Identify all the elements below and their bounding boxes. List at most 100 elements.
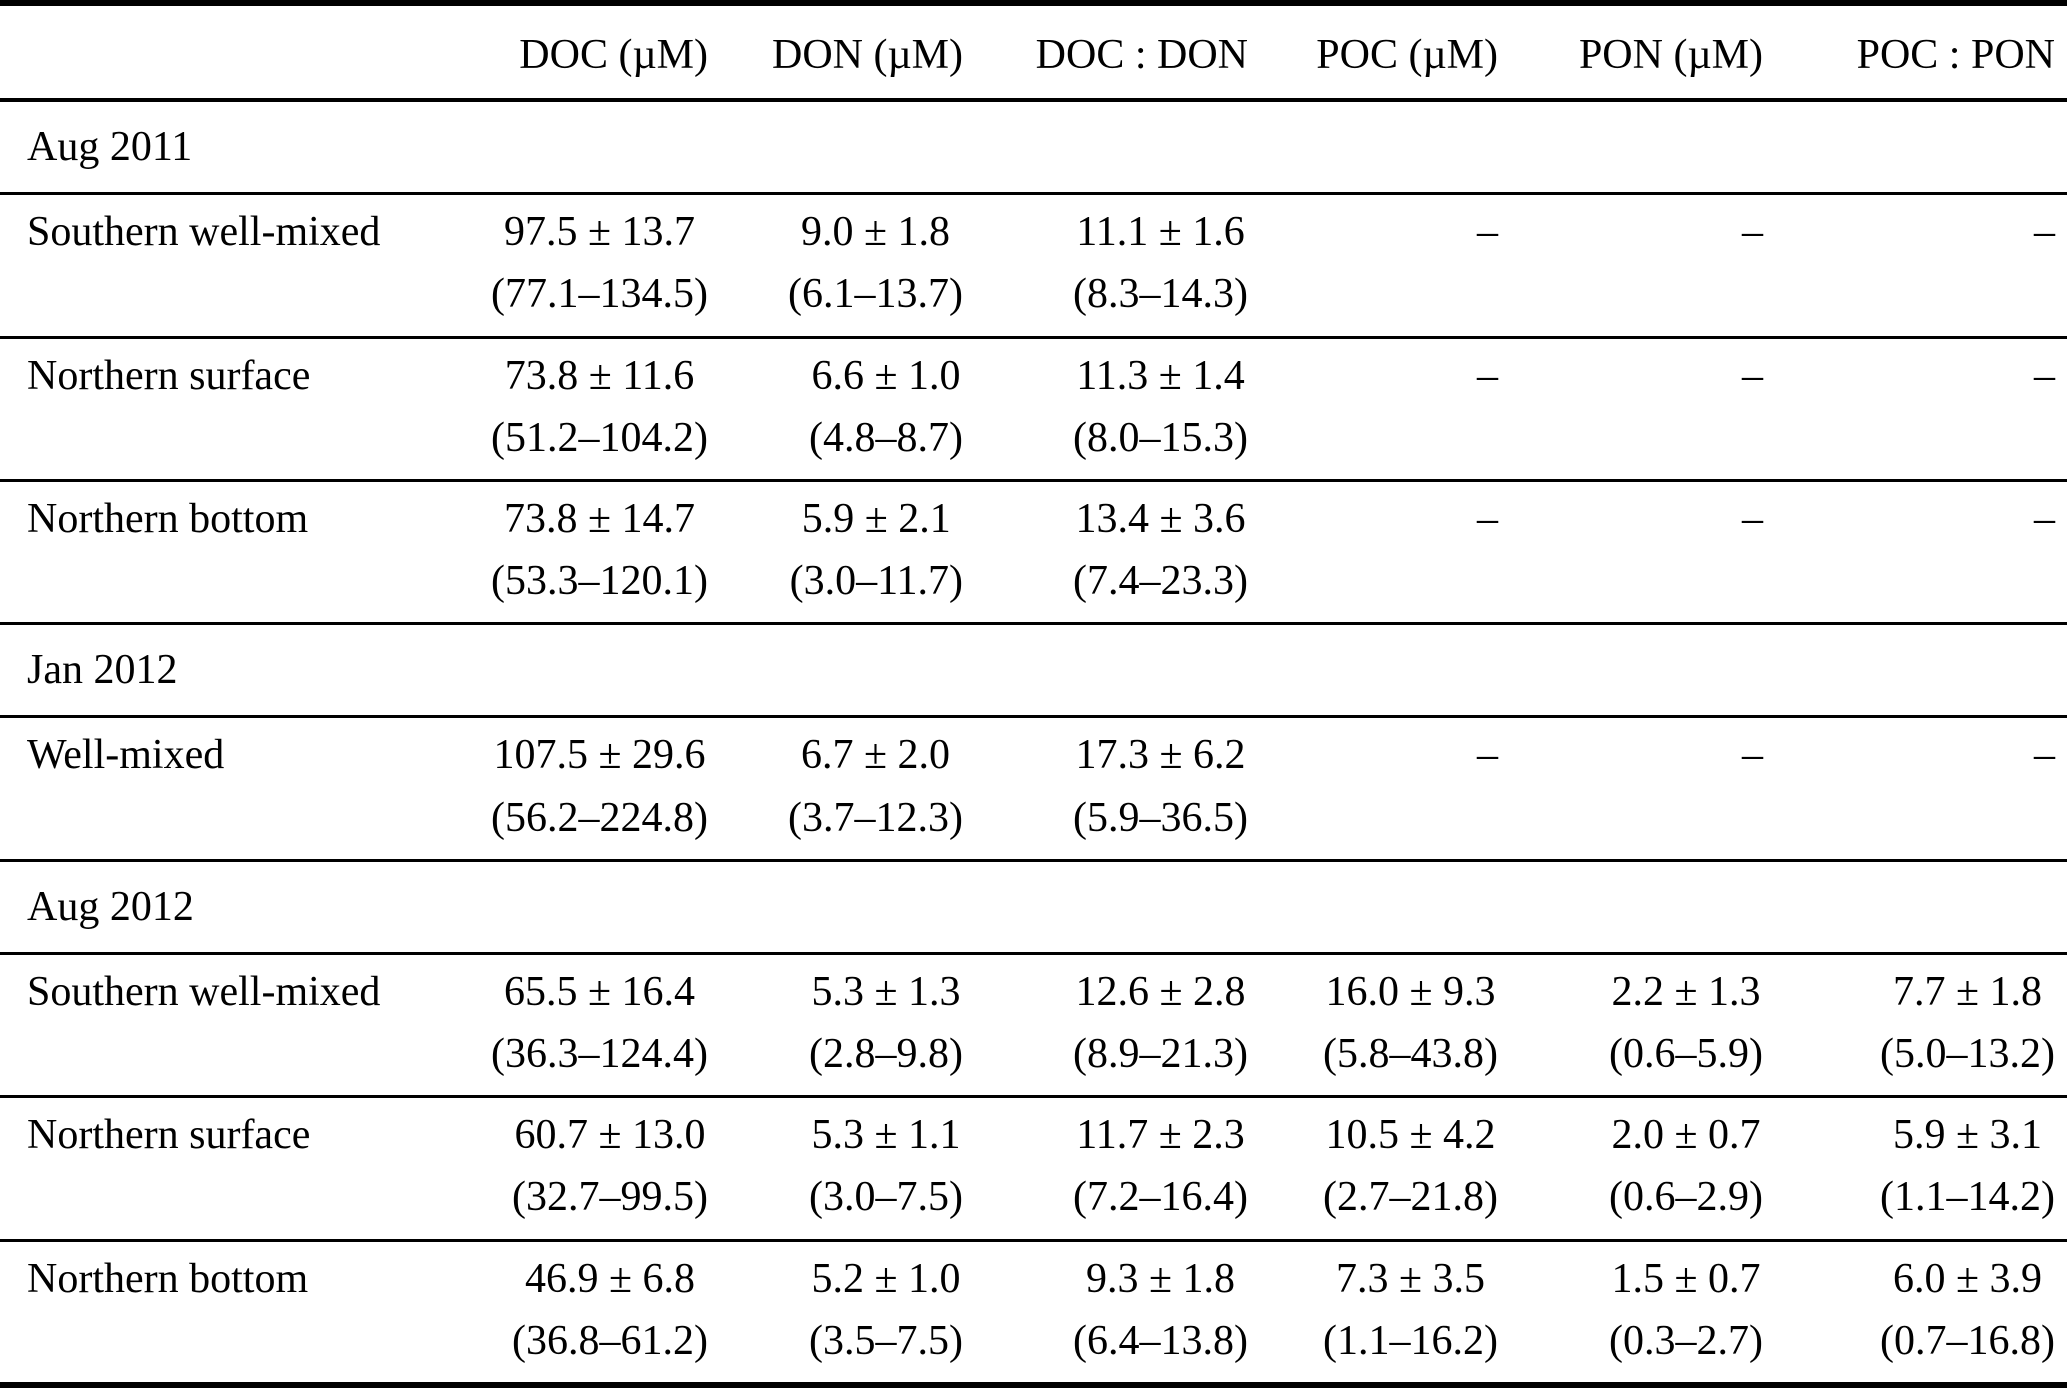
cell-doc: 65.5 ± 16.4 (36.3–124.4): [455, 953, 720, 1099]
cell-value: 5.2 ± 1.0: [811, 1255, 961, 1302]
cell-pon: 2.0 ± 0.7 (0.6–2.9): [1510, 1096, 1775, 1242]
group-row-jan-2012: Jan 2012: [0, 623, 2067, 719]
cell-value: –: [2034, 209, 2055, 256]
cell-value: 7.7 ± 1.8: [1892, 968, 2043, 1015]
row-label: Well-mixed: [0, 716, 455, 862]
cell-doc: 46.9 ± 6.8 (36.8–61.2): [455, 1240, 720, 1387]
cell-value: –: [2034, 352, 2055, 399]
col-header-doc-don: DOC : DON: [975, 3, 1260, 103]
cell-range: (2.7–21.8): [1323, 1174, 1498, 1221]
cell-range: (77.1–134.5): [491, 271, 708, 318]
cell-value: 107.5 ± 29.6: [493, 732, 706, 779]
row-label: Northern bottom: [0, 480, 455, 626]
cell-pon: –: [1510, 716, 1775, 862]
table-row: Southern well-mixed 97.5 ± 13.7 (77.1–134…: [0, 193, 2067, 339]
cell-value: –: [1477, 495, 1498, 542]
cell-value: –: [1742, 352, 1763, 399]
table-row: Northern surface 60.7 ± 13.0 (32.7–99.5) …: [0, 1096, 2067, 1242]
cell-poc-pon: –: [1775, 480, 2067, 626]
cell-pon: 2.2 ± 1.3 (0.6–5.9): [1510, 953, 1775, 1099]
cell-value: 11.7 ± 2.3: [1076, 1112, 1245, 1159]
table-row: Well-mixed 107.5 ± 29.6 (56.2–224.8) 6.7 …: [0, 716, 2067, 862]
cell-poc-pon: 7.7 ± 1.8 (5.0–13.2): [1775, 953, 2067, 1099]
cell-value: 5.3 ± 1.1: [811, 1112, 961, 1159]
table-row: Northern bottom 46.9 ± 6.8 (36.8–61.2) 5.…: [0, 1240, 2067, 1387]
cell-value: 9.3 ± 1.8: [1085, 1255, 1236, 1302]
header-row: DOC (µM) DON (µM) DOC : DON POC (µM) PON…: [0, 3, 2067, 103]
cell-doc: 107.5 ± 29.6 (56.2–224.8): [455, 716, 720, 862]
cell-range: (3.5–7.5): [809, 1317, 963, 1364]
cell-doc: 73.8 ± 11.6 (51.2–104.2): [455, 337, 720, 482]
cell-poc: –: [1260, 480, 1510, 626]
cell-don: 5.2 ± 1.0 (3.5–7.5): [720, 1240, 975, 1387]
cell-value: –: [2034, 495, 2055, 542]
cell-range: (2.8–9.8): [809, 1031, 963, 1078]
cell-poc: 7.3 ± 3.5 (1.1–16.2): [1260, 1240, 1510, 1387]
cell-don: 5.3 ± 1.1 (3.0–7.5): [720, 1096, 975, 1242]
row-label: Southern well-mixed: [0, 193, 455, 339]
group-row-aug-2012: Aug 2012: [0, 860, 2067, 955]
cell-value: 46.9 ± 6.8: [524, 1255, 696, 1302]
table-row: Northern surface 73.8 ± 11.6 (51.2–104.2)…: [0, 337, 2067, 482]
cell-value: –: [1477, 732, 1498, 779]
col-header-doc: DOC (µM): [455, 3, 720, 103]
cell-poc-pon: –: [1775, 193, 2067, 339]
cell-value: 16.0 ± 9.3: [1325, 968, 1496, 1015]
cell-range: (7.4–23.3): [1073, 558, 1248, 605]
cell-range: (6.1–13.7): [788, 271, 963, 318]
cell-range: (3.0–7.5): [809, 1174, 963, 1221]
cell-doc: 97.5 ± 13.7 (77.1–134.5): [455, 193, 720, 339]
cell-value: 60.7 ± 13.0: [514, 1112, 706, 1159]
cell-value: –: [1742, 732, 1763, 779]
cell-poc-pon: –: [1775, 337, 2067, 482]
cell-value: 73.8 ± 11.6: [504, 352, 695, 399]
cell-value: 73.8 ± 14.7: [503, 495, 696, 542]
row-label: Southern well-mixed: [0, 953, 455, 1099]
cell-don: 6.6 ± 1.0 (4.8–8.7): [720, 337, 975, 482]
cell-value: 2.0 ± 0.7: [1611, 1112, 1761, 1159]
cell-range: (0.6–2.9): [1609, 1174, 1763, 1221]
cell-doc-don: 13.4 ± 3.6 (7.4–23.3): [975, 480, 1260, 626]
cell-poc: –: [1260, 337, 1510, 482]
cell-value: 65.5 ± 16.4: [503, 968, 696, 1015]
cell-range: (6.4–13.8): [1073, 1317, 1248, 1364]
cell-value: 17.3 ± 6.2: [1075, 732, 1246, 779]
cell-value: 7.3 ± 3.5: [1335, 1255, 1486, 1302]
cell-poc-pon: –: [1775, 716, 2067, 862]
col-header-poc-pon: POC : PON: [1775, 3, 2067, 103]
cell-poc: –: [1260, 193, 1510, 339]
cell-value: 6.7 ± 2.0: [800, 732, 951, 779]
cell-value: 10.5 ± 4.2: [1325, 1112, 1496, 1159]
group-label: Aug 2011: [0, 100, 2067, 196]
cell-value: 2.2 ± 1.3: [1611, 968, 1761, 1015]
cell-doc-don: 11.7 ± 2.3 (7.2–16.4): [975, 1096, 1260, 1242]
cell-pon: –: [1510, 193, 1775, 339]
cell-doc-don: 9.3 ± 1.8 (6.4–13.8): [975, 1240, 1260, 1387]
cell-range: (51.2–104.2): [491, 414, 708, 461]
cell-range: (8.0–15.3): [1073, 414, 1248, 461]
row-label: Northern surface: [0, 1096, 455, 1242]
cell-poc: 10.5 ± 4.2 (2.7–21.8): [1260, 1096, 1510, 1242]
cell-doc-don: 17.3 ± 6.2 (5.9–36.5): [975, 716, 1260, 862]
row-label: Northern bottom: [0, 1240, 455, 1387]
group-label: Aug 2012: [0, 860, 2067, 955]
cell-range: (36.8–61.2): [512, 1317, 708, 1364]
cell-range: (4.8–8.7): [809, 414, 963, 461]
cell-value: –: [2034, 732, 2055, 779]
cell-poc-pon: 5.9 ± 3.1 (1.1–14.2): [1775, 1096, 2067, 1242]
table-row: Northern bottom 73.8 ± 14.7 (53.3–120.1) …: [0, 480, 2067, 626]
cell-range: (0.3–2.7): [1609, 1317, 1763, 1364]
cell-value: 12.6 ± 2.8: [1075, 968, 1246, 1015]
table-row: Southern well-mixed 65.5 ± 16.4 (36.3–124…: [0, 953, 2067, 1099]
cell-range: (0.6–5.9): [1609, 1031, 1763, 1078]
cell-don: 9.0 ± 1.8 (6.1–13.7): [720, 193, 975, 339]
cell-range: (5.8–43.8): [1323, 1031, 1498, 1078]
cell-doc-don: 11.1 ± 1.6 (8.3–14.3): [975, 193, 1260, 339]
cell-value: 1.5 ± 0.7: [1611, 1255, 1761, 1302]
group-row-aug-2011: Aug 2011: [0, 100, 2067, 196]
cell-value: 5.9 ± 2.1: [801, 495, 951, 542]
cell-poc: 16.0 ± 9.3 (5.8–43.8): [1260, 953, 1510, 1099]
cell-range: (1.1–16.2): [1323, 1317, 1498, 1364]
cell-range: (53.3–120.1): [491, 558, 708, 605]
